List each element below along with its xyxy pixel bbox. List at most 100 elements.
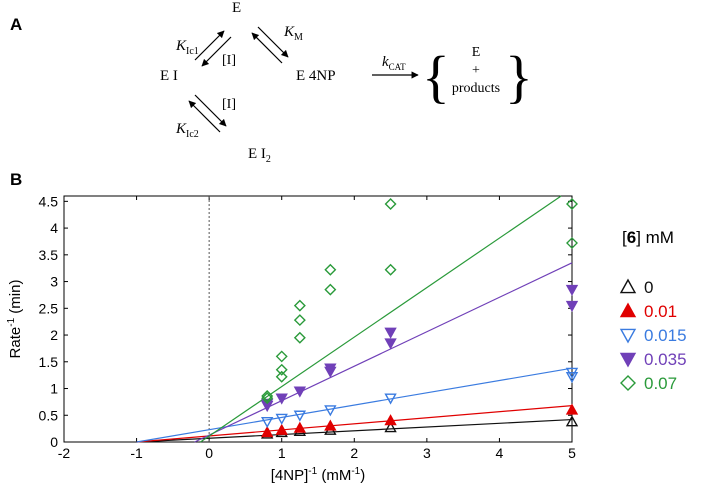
legend-title: [6] mM	[622, 228, 674, 247]
fit-line	[136, 367, 573, 443]
data-point	[324, 263, 337, 276]
x-ticks: -2 -1 0 1 2 3 4 5	[58, 196, 576, 461]
data-point	[384, 338, 397, 350]
data-point	[566, 198, 578, 211]
data-point	[566, 237, 578, 250]
x-tick-label: -2	[58, 445, 71, 461]
y-tick-label: 4.5	[39, 193, 59, 209]
x-tick-label: 0	[205, 445, 213, 461]
inhibitor-label-1: [I]	[222, 53, 236, 68]
panel-a: A E E I E 4NP E I2 KIc1 KM KIc2	[10, 0, 533, 165]
data-point	[565, 367, 579, 379]
plot-frame	[63, 195, 573, 443]
data-point	[384, 414, 397, 426]
y-axis-label: Rate-1 (min)	[6, 280, 24, 359]
data-point	[293, 331, 306, 344]
left-brace: {	[422, 44, 450, 109]
panel-b: B -2 -1 0 1 2 3 4 5 0 0.5 1 1.5 2 2.5 3 3.5 4 4.5 [4NP]-…	[6, 170, 687, 484]
equilibrium-e-e4np	[251, 26, 289, 64]
data-point	[261, 392, 274, 405]
data-point	[324, 283, 337, 296]
legend-marker	[620, 375, 636, 391]
y-tick-label: 2.5	[39, 300, 59, 316]
y-ticks: 0 0.5 1 1.5 2 2.5 3 3.5 4 4.5	[39, 193, 572, 450]
legend-marker	[619, 278, 637, 294]
product-e: E	[472, 45, 481, 60]
x-tick-label: -1	[130, 445, 143, 461]
data-point	[565, 403, 579, 415]
y-tick-label: 1.5	[39, 354, 59, 370]
fit-line	[136, 405, 573, 443]
data-point	[261, 390, 274, 402]
data-point	[293, 410, 307, 422]
data-point	[261, 416, 274, 429]
data-point	[293, 299, 306, 312]
fit-line	[136, 418, 573, 443]
data-point	[275, 350, 288, 363]
node-e-top: E	[232, 0, 241, 16]
legend-marker	[619, 302, 637, 318]
panel-a-letter: A	[10, 15, 22, 34]
legend-items: 0 0.01 0.015 0.035 0.07	[619, 278, 687, 393]
y-tick-label: 3.5	[39, 247, 59, 263]
legend-label: 0.01	[644, 302, 677, 321]
y-tick-label: 0	[50, 434, 58, 450]
data-point	[384, 263, 397, 276]
data-point	[324, 405, 337, 417]
data-point	[324, 419, 337, 431]
x-tick-label: 5	[568, 445, 576, 461]
data-point	[275, 423, 288, 435]
x-tick-label: 1	[278, 445, 286, 461]
rate-kic2: KIc2	[175, 121, 199, 140]
rate-kcat: kCAT	[382, 54, 406, 72]
data-point	[275, 370, 288, 383]
equilibrium-e-ei	[194, 30, 232, 67]
inhibitor-label-2: [I]	[222, 97, 236, 112]
rate-kic1: KIc1	[175, 38, 199, 57]
data-point	[565, 415, 579, 427]
legend-marker	[619, 328, 637, 344]
y-tick-label: 1	[50, 381, 58, 397]
data-point	[384, 327, 397, 339]
right-brace: }	[505, 44, 533, 109]
rate-km: KM	[283, 24, 303, 43]
y-tick-label: 4	[50, 220, 58, 236]
x-tick-label: 2	[350, 445, 358, 461]
fit-lines	[136, 195, 573, 443]
data-point	[384, 421, 397, 433]
node-ei: E I	[160, 68, 178, 84]
data-point	[384, 198, 397, 211]
y-tick-label: 3	[50, 274, 58, 290]
x-tick-label: 4	[496, 445, 504, 461]
legend-label: 0.015	[644, 326, 687, 345]
data-point	[293, 314, 306, 327]
panel-b-letter: B	[10, 170, 22, 189]
equilibrium-ei-ei2	[188, 94, 227, 133]
data-point	[293, 386, 307, 398]
product-plus: +	[472, 63, 480, 78]
data-point	[293, 421, 307, 433]
data-point	[324, 363, 337, 375]
legend-label: 0	[644, 278, 653, 297]
legend: [6] mM 0 0.01 0.015 0.035 0.07	[619, 228, 687, 393]
y-tick-label: 2	[50, 327, 58, 343]
product-products: products	[452, 81, 500, 96]
data-points	[261, 198, 579, 439]
data-point	[384, 393, 397, 405]
data-point	[565, 284, 579, 297]
data-point	[261, 425, 274, 438]
node-e4np: E 4NP	[296, 68, 336, 84]
legend-marker	[619, 352, 637, 368]
fit-line	[194, 262, 573, 443]
data-point	[565, 300, 579, 313]
y-tick-label: 0.5	[39, 407, 59, 423]
data-point	[275, 363, 288, 376]
data-point	[565, 372, 579, 384]
legend-label: 0.035	[644, 350, 687, 369]
node-ei2: E I2	[248, 146, 271, 165]
x-tick-label: 3	[423, 445, 431, 461]
data-point	[275, 413, 288, 425]
legend-label: 0.07	[644, 374, 677, 393]
x-axis-label: [4NP]-1 (mM-1)	[271, 466, 365, 484]
